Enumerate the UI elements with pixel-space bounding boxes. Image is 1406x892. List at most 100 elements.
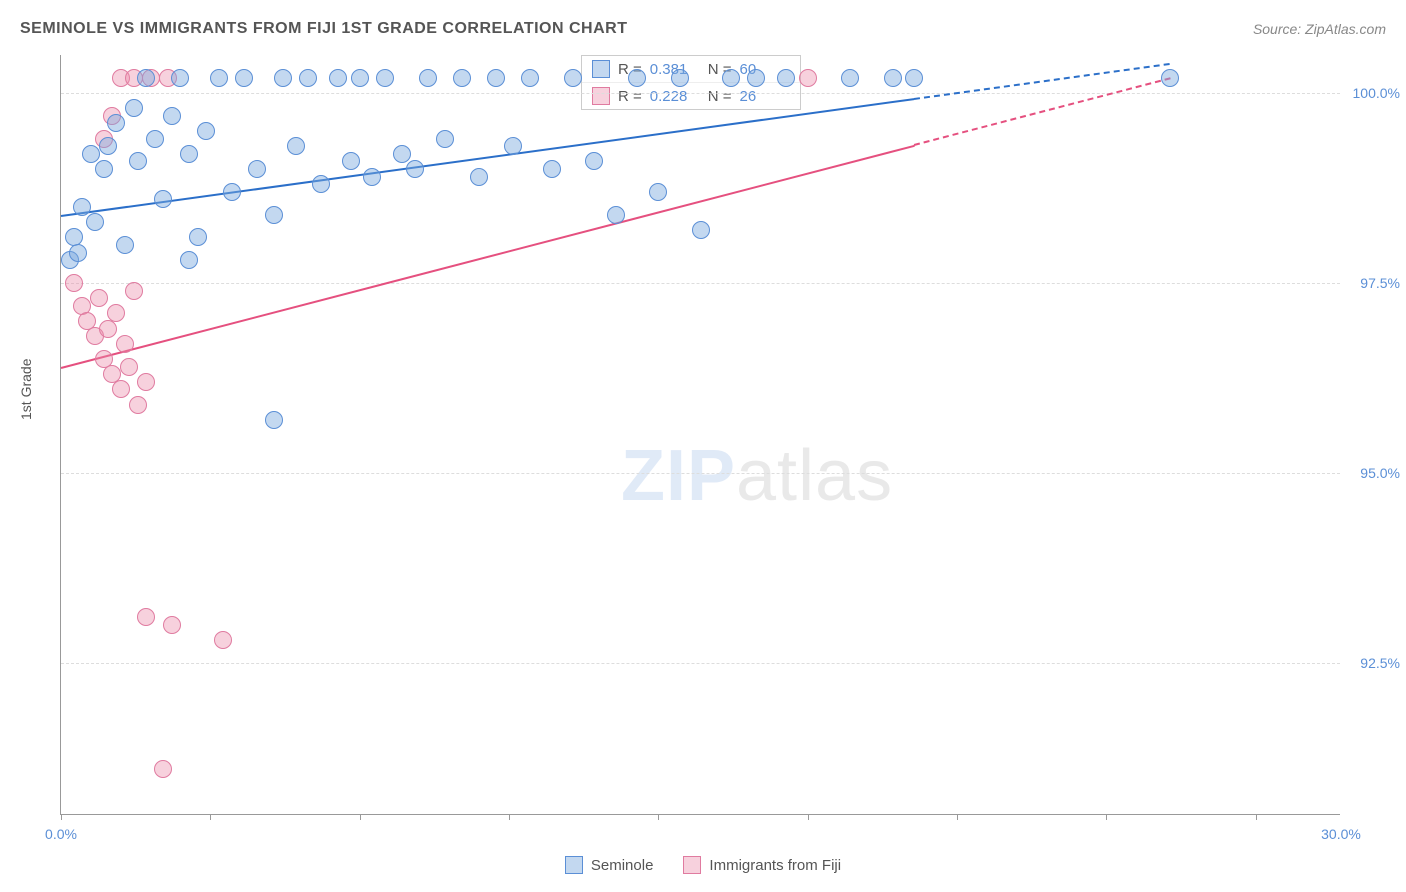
xtick bbox=[509, 814, 510, 820]
scatter-point bbox=[197, 122, 215, 140]
scatter-point bbox=[171, 69, 189, 87]
legend-label-seminole: Seminole bbox=[591, 857, 654, 874]
watermark: ZIPatlas bbox=[621, 435, 893, 517]
scatter-point bbox=[841, 69, 859, 87]
scatter-point bbox=[342, 152, 360, 170]
y-axis-label: 1st Grade bbox=[18, 359, 34, 420]
trend-line bbox=[914, 78, 1171, 147]
watermark-atlas: atlas bbox=[736, 436, 893, 516]
swatch-fiji bbox=[592, 87, 610, 105]
scatter-point bbox=[564, 69, 582, 87]
scatter-point bbox=[95, 160, 113, 178]
scatter-point bbox=[543, 160, 561, 178]
scatter-point bbox=[299, 69, 317, 87]
scatter-point bbox=[265, 411, 283, 429]
scatter-point bbox=[116, 335, 134, 353]
scatter-point bbox=[265, 206, 283, 224]
xtick bbox=[957, 814, 958, 820]
gridline bbox=[61, 663, 1340, 664]
ytick-label: 97.5% bbox=[1360, 275, 1400, 291]
xtick-label: 30.0% bbox=[1321, 826, 1361, 842]
scatter-point bbox=[453, 69, 471, 87]
scatter-point bbox=[189, 228, 207, 246]
scatter-point bbox=[163, 107, 181, 125]
scatter-point bbox=[312, 175, 330, 193]
ytick-label: 92.5% bbox=[1360, 655, 1400, 671]
xtick-label: 0.0% bbox=[45, 826, 77, 842]
stat-R-label: R = bbox=[618, 88, 642, 105]
xtick bbox=[61, 814, 62, 820]
trend-line bbox=[914, 63, 1170, 100]
scatter-point bbox=[99, 137, 117, 155]
scatter-point bbox=[671, 69, 689, 87]
plot-area: ZIPatlas R = 0.381 N = 60 R = 0.228 N = … bbox=[60, 55, 1340, 815]
scatter-point bbox=[137, 608, 155, 626]
scatter-point bbox=[210, 69, 228, 87]
gridline bbox=[61, 283, 1340, 284]
legend-item-fiji: Immigrants from Fiji bbox=[683, 856, 841, 874]
scatter-point bbox=[248, 160, 266, 178]
stat-N-fiji: 26 bbox=[740, 88, 790, 105]
scatter-point bbox=[905, 69, 923, 87]
scatter-point bbox=[393, 145, 411, 163]
scatter-point bbox=[419, 69, 437, 87]
scatter-point bbox=[86, 213, 104, 231]
scatter-point bbox=[129, 152, 147, 170]
scatter-point bbox=[223, 183, 241, 201]
gridline bbox=[61, 473, 1340, 474]
scatter-point bbox=[799, 69, 817, 87]
scatter-point bbox=[649, 183, 667, 201]
stats-row-seminole: R = 0.381 N = 60 bbox=[582, 56, 800, 83]
scatter-point bbox=[112, 380, 130, 398]
scatter-point bbox=[1161, 69, 1179, 87]
stat-N-label: N = bbox=[708, 88, 732, 105]
scatter-point bbox=[163, 616, 181, 634]
scatter-point bbox=[180, 251, 198, 269]
chart-title: SEMINOLE VS IMMIGRANTS FROM FIJI 1ST GRA… bbox=[20, 20, 628, 38]
xtick bbox=[1256, 814, 1257, 820]
stat-R-fiji: 0.228 bbox=[650, 88, 700, 105]
scatter-point bbox=[777, 69, 795, 87]
legend-label-fiji: Immigrants from Fiji bbox=[709, 857, 841, 874]
scatter-point bbox=[436, 130, 454, 148]
scatter-point bbox=[607, 206, 625, 224]
scatter-point bbox=[470, 168, 488, 186]
scatter-point bbox=[116, 236, 134, 254]
swatch-seminole bbox=[592, 60, 610, 78]
watermark-zip: ZIP bbox=[621, 436, 736, 516]
xtick bbox=[360, 814, 361, 820]
scatter-point bbox=[154, 760, 172, 778]
scatter-point bbox=[329, 69, 347, 87]
scatter-point bbox=[90, 289, 108, 307]
scatter-point bbox=[180, 145, 198, 163]
swatch-seminole bbox=[565, 856, 583, 874]
scatter-point bbox=[82, 145, 100, 163]
chart-source: Source: ZipAtlas.com bbox=[1253, 21, 1386, 37]
scatter-point bbox=[125, 282, 143, 300]
xtick bbox=[658, 814, 659, 820]
ytick-label: 100.0% bbox=[1353, 85, 1400, 101]
gridline bbox=[61, 93, 1340, 94]
scatter-point bbox=[129, 396, 147, 414]
scatter-point bbox=[487, 69, 505, 87]
scatter-point bbox=[628, 69, 646, 87]
scatter-point bbox=[521, 69, 539, 87]
scatter-point bbox=[120, 358, 138, 376]
scatter-point bbox=[107, 114, 125, 132]
scatter-point bbox=[65, 274, 83, 292]
stats-legend-box: R = 0.381 N = 60 R = 0.228 N = 26 bbox=[581, 55, 801, 110]
xtick bbox=[808, 814, 809, 820]
scatter-point bbox=[351, 69, 369, 87]
scatter-point bbox=[884, 69, 902, 87]
scatter-point bbox=[69, 244, 87, 262]
legend-item-seminole: Seminole bbox=[565, 856, 654, 874]
scatter-point bbox=[504, 137, 522, 155]
scatter-point bbox=[585, 152, 603, 170]
scatter-point bbox=[376, 69, 394, 87]
chart-header: SEMINOLE VS IMMIGRANTS FROM FIJI 1ST GRA… bbox=[20, 20, 1386, 38]
scatter-point bbox=[406, 160, 424, 178]
ytick-label: 95.0% bbox=[1360, 465, 1400, 481]
swatch-fiji bbox=[683, 856, 701, 874]
scatter-point bbox=[107, 304, 125, 322]
xtick bbox=[1106, 814, 1107, 820]
